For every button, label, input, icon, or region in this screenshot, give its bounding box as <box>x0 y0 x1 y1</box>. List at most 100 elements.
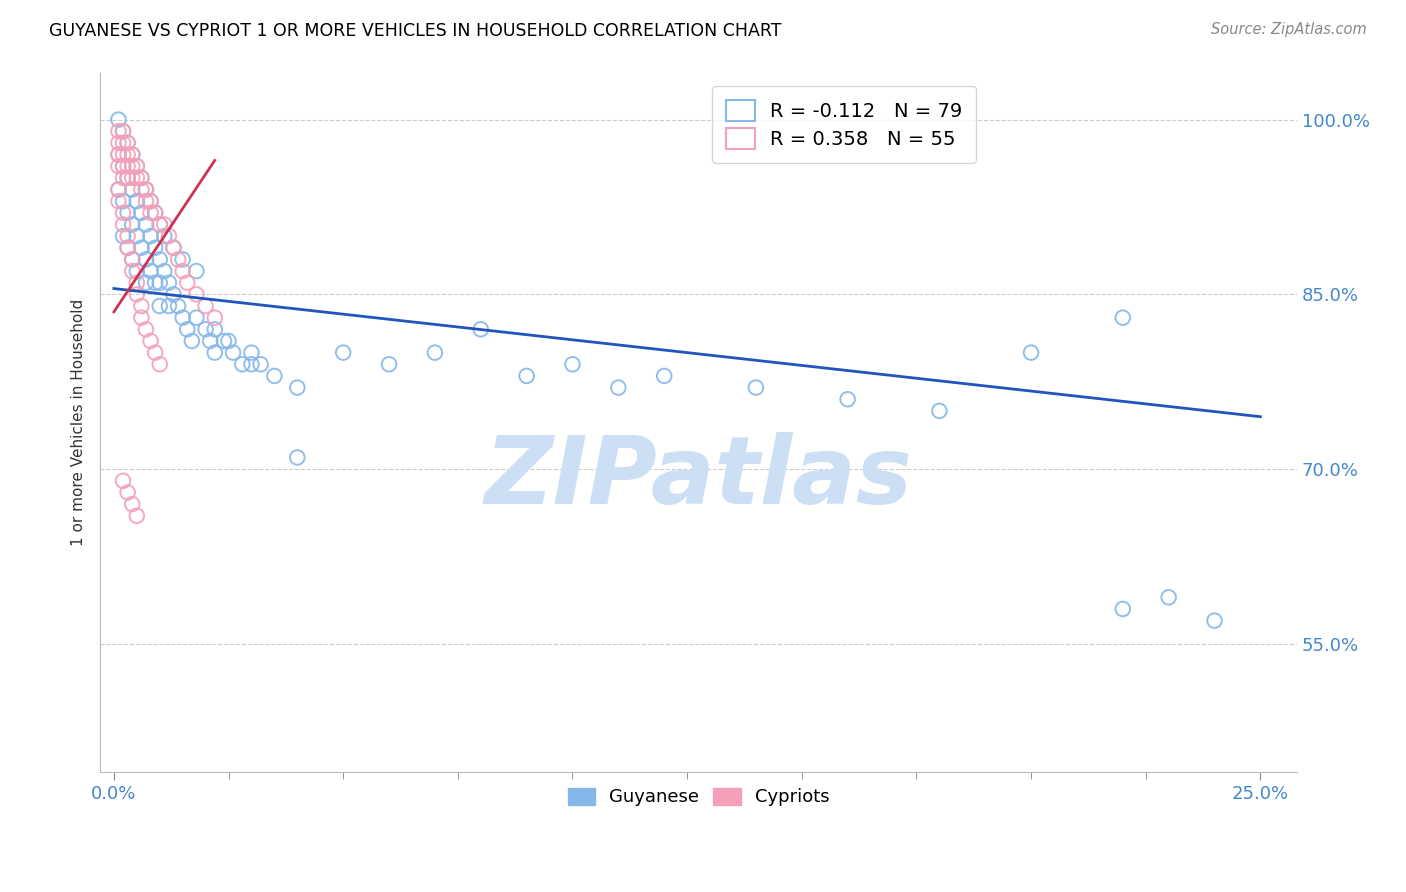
Point <box>117 241 139 255</box>
Point <box>117 229 139 244</box>
Point <box>121 147 143 161</box>
Point <box>1019 345 1042 359</box>
Point <box>131 170 153 185</box>
Point <box>139 194 162 209</box>
Point <box>157 276 180 290</box>
Y-axis label: 1 or more Vehicles in Household: 1 or more Vehicles in Household <box>72 299 86 546</box>
Point <box>107 194 129 209</box>
Point <box>263 368 285 383</box>
Point <box>378 357 401 371</box>
Point <box>112 206 135 220</box>
Point <box>121 218 143 232</box>
Point <box>107 147 129 161</box>
Legend: Guyanese, Cypriots: Guyanese, Cypriots <box>558 779 839 815</box>
Point <box>117 136 139 150</box>
Point <box>231 357 253 371</box>
Point <box>135 276 157 290</box>
Point <box>1204 614 1226 628</box>
Point <box>186 287 208 301</box>
Point <box>112 124 135 138</box>
Point <box>112 194 135 209</box>
Point <box>167 252 190 267</box>
Point <box>149 252 172 267</box>
Point <box>107 159 129 173</box>
Point <box>149 218 172 232</box>
Point <box>117 170 139 185</box>
Point <box>149 276 172 290</box>
Point <box>125 229 148 244</box>
Point <box>149 218 172 232</box>
Point <box>107 182 129 196</box>
Point <box>153 218 176 232</box>
Point <box>285 380 308 394</box>
Point <box>131 241 153 255</box>
Point <box>117 170 139 185</box>
Point <box>121 182 143 196</box>
Point <box>107 112 129 127</box>
Point <box>139 206 162 220</box>
Point <box>107 182 129 196</box>
Point <box>1112 310 1135 325</box>
Point <box>125 159 148 173</box>
Point <box>149 357 172 371</box>
Point <box>745 380 768 394</box>
Point <box>162 241 184 255</box>
Point <box>162 287 184 301</box>
Point <box>149 299 172 313</box>
Point <box>117 241 139 255</box>
Point <box>125 276 148 290</box>
Point <box>139 334 162 348</box>
Point <box>162 241 184 255</box>
Point <box>143 345 166 359</box>
Point <box>125 159 148 173</box>
Point <box>131 206 153 220</box>
Point <box>652 368 675 383</box>
Point <box>135 252 157 267</box>
Point <box>121 264 143 278</box>
Point <box>131 182 153 196</box>
Point <box>153 264 176 278</box>
Point <box>222 345 245 359</box>
Point <box>561 357 583 371</box>
Point <box>112 229 135 244</box>
Point <box>157 229 180 244</box>
Point <box>204 322 226 336</box>
Point <box>125 508 148 523</box>
Point <box>470 322 492 336</box>
Point <box>135 322 157 336</box>
Point <box>107 124 129 138</box>
Point <box>112 147 135 161</box>
Point <box>143 276 166 290</box>
Point <box>112 474 135 488</box>
Point <box>112 159 135 173</box>
Point <box>125 194 148 209</box>
Point <box>135 182 157 196</box>
Point <box>198 334 221 348</box>
Point <box>423 345 446 359</box>
Point <box>117 147 139 161</box>
Point <box>180 334 202 348</box>
Point <box>194 299 217 313</box>
Point <box>135 182 157 196</box>
Point <box>121 147 143 161</box>
Point <box>125 287 148 301</box>
Point <box>117 206 139 220</box>
Text: GUYANESE VS CYPRIOT 1 OR MORE VEHICLES IN HOUSEHOLD CORRELATION CHART: GUYANESE VS CYPRIOT 1 OR MORE VEHICLES I… <box>49 22 782 40</box>
Point <box>139 264 162 278</box>
Point <box>249 357 271 371</box>
Point <box>121 159 143 173</box>
Point <box>172 252 194 267</box>
Point <box>176 322 198 336</box>
Point <box>176 276 198 290</box>
Point <box>332 345 354 359</box>
Point <box>117 485 139 500</box>
Point <box>121 252 143 267</box>
Point <box>285 450 308 465</box>
Point <box>143 206 166 220</box>
Point <box>157 299 180 313</box>
Point <box>117 136 139 150</box>
Point <box>131 310 153 325</box>
Point <box>117 159 139 173</box>
Point <box>135 218 157 232</box>
Point <box>837 392 859 407</box>
